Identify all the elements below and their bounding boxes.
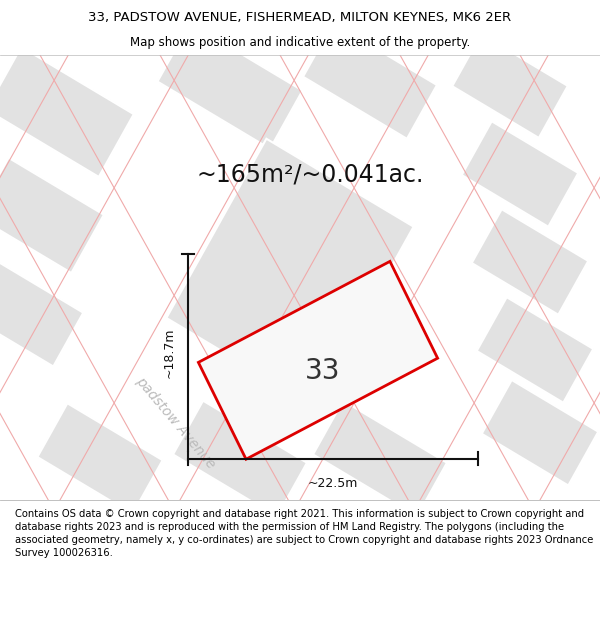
Text: Map shows position and indicative extent of the property.: Map shows position and indicative extent…: [130, 36, 470, 49]
Text: ~18.7m: ~18.7m: [163, 328, 176, 378]
Polygon shape: [0, 261, 83, 366]
Polygon shape: [303, 23, 437, 139]
Text: Contains OS data © Crown copyright and database right 2021. This information is : Contains OS data © Crown copyright and d…: [15, 509, 593, 558]
Polygon shape: [166, 139, 413, 406]
Polygon shape: [157, 23, 302, 149]
Polygon shape: [313, 401, 447, 516]
Polygon shape: [476, 297, 593, 402]
Polygon shape: [0, 47, 134, 177]
Text: ~22.5m: ~22.5m: [308, 478, 358, 490]
Text: padstow Avenue: padstow Avenue: [133, 374, 217, 471]
Polygon shape: [472, 209, 589, 315]
Polygon shape: [37, 403, 163, 514]
Text: 33: 33: [305, 357, 341, 384]
Polygon shape: [482, 380, 598, 486]
Text: ~165m²/~0.041ac.: ~165m²/~0.041ac.: [196, 162, 424, 186]
Text: 33, PADSTOW AVENUE, FISHERMEAD, MILTON KEYNES, MK6 2ER: 33, PADSTOW AVENUE, FISHERMEAD, MILTON K…: [88, 11, 512, 24]
Polygon shape: [199, 261, 437, 459]
Polygon shape: [452, 34, 568, 138]
Polygon shape: [461, 121, 578, 227]
Polygon shape: [0, 158, 104, 273]
Polygon shape: [173, 401, 307, 516]
